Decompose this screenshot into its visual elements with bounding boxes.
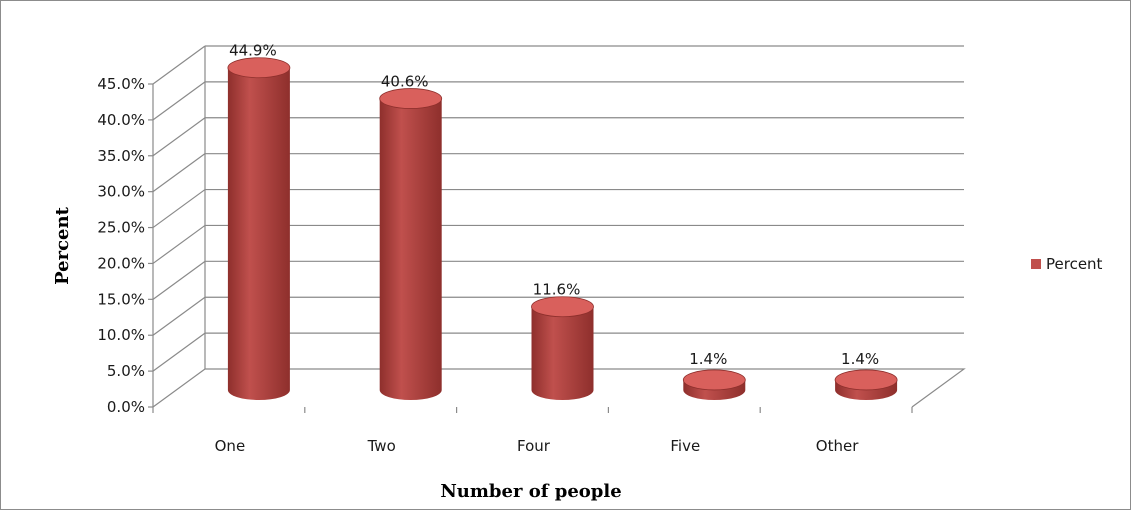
bar-cap	[531, 296, 594, 318]
gridline-side	[152, 296, 206, 336]
x-tick-label: Five	[670, 437, 700, 455]
legend-label: Percent	[1046, 255, 1103, 273]
y-tick-label: 30.0%	[97, 183, 145, 201]
bar-cap	[227, 57, 291, 79]
legend: Percent	[1031, 255, 1103, 273]
bar-body	[531, 306, 594, 400]
bars	[227, 57, 898, 401]
gridline-side	[152, 189, 206, 229]
bar	[834, 369, 898, 400]
x-tick-label: Other	[816, 437, 859, 455]
y-tick-label: 40.0%	[97, 111, 145, 129]
y-tick-label: 45.0%	[97, 75, 145, 93]
bar-cap	[682, 369, 746, 391]
data-label: 40.6%	[381, 73, 429, 91]
gridline-side	[152, 260, 206, 300]
gridline-side	[152, 81, 206, 121]
y-tick-label: 20.0%	[97, 254, 145, 272]
bar	[379, 88, 443, 401]
bar	[531, 296, 594, 400]
y-tick-label: 35.0%	[97, 147, 145, 165]
y-axis-title: Percent	[52, 206, 73, 284]
gridline-side	[152, 153, 206, 193]
x-axis-title: Number of people	[440, 481, 621, 502]
data-label: 11.6%	[533, 281, 581, 299]
y-tick-label: 10.0%	[97, 326, 145, 344]
legend-swatch	[1031, 259, 1041, 269]
gridline-side	[152, 45, 206, 85]
y-tick-label: 15.0%	[97, 290, 145, 308]
y-tick-label: 25.0%	[97, 219, 145, 237]
y-tick-label: 5.0%	[107, 362, 145, 380]
gridline-side	[152, 117, 206, 157]
bar-cap	[834, 369, 898, 391]
x-tick-label: Four	[517, 437, 551, 455]
gridline-side	[152, 332, 206, 372]
bar-cap	[379, 88, 443, 109]
bar-body	[379, 98, 442, 401]
gridlines	[152, 45, 964, 372]
data-label: 1.4%	[689, 350, 727, 368]
labels: 0.0% 5.0% 10.0% 15.0% 20.0% 25.0% 30.0% 35.0% 40…	[97, 42, 879, 455]
y-tick-label: 0.0%	[107, 398, 145, 416]
data-label: 44.9%	[229, 42, 277, 60]
x-tick-label: Two	[367, 437, 396, 455]
x-tick-label: One	[215, 437, 246, 455]
data-label: 1.4%	[841, 350, 879, 368]
bar-body	[227, 67, 290, 400]
gridline-side	[152, 224, 206, 264]
bar	[682, 369, 746, 400]
bar	[227, 57, 291, 400]
